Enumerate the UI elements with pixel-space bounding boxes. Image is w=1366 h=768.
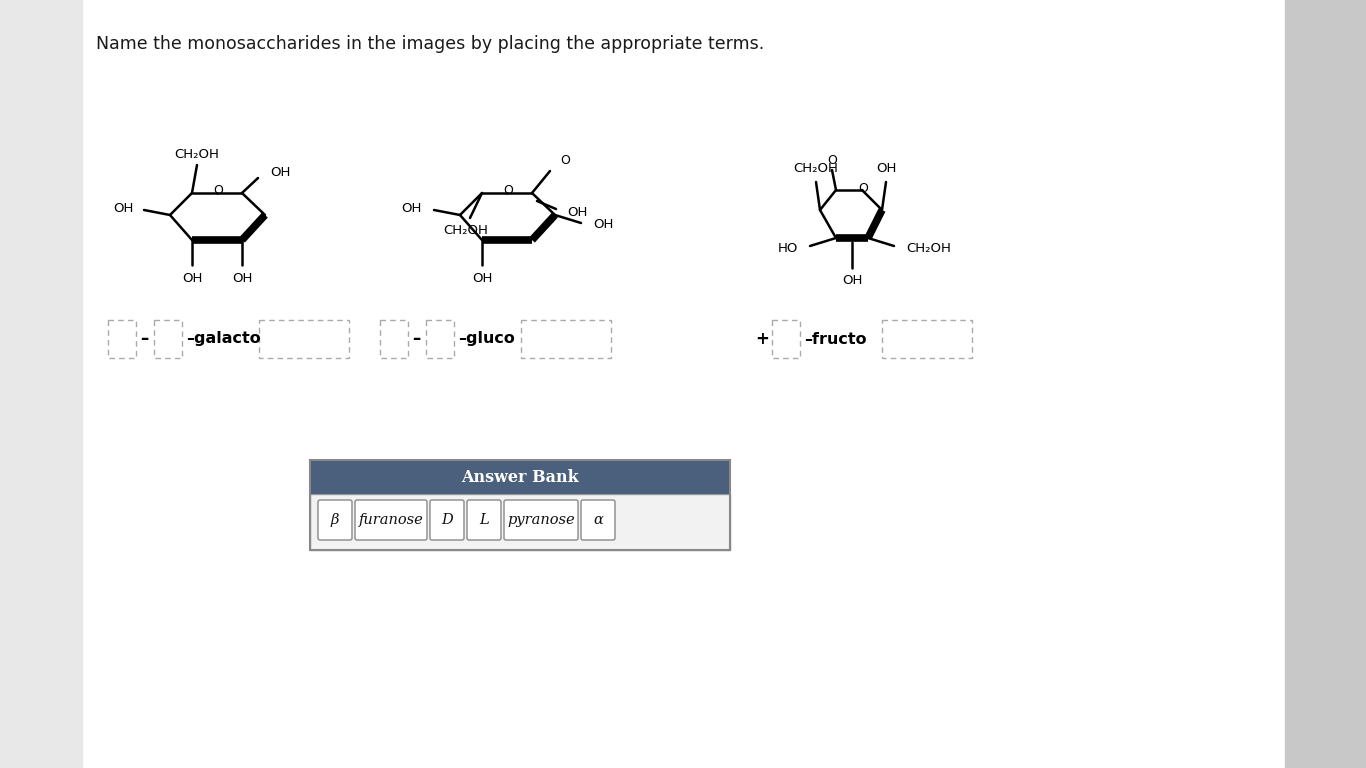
Bar [310,460,729,550]
Text: furanose: furanose [359,513,423,527]
Text: OH: OH [402,201,422,214]
Text: pyranose: pyranose [507,513,575,527]
Text: α: α [593,513,602,527]
Text: β: β [331,513,339,527]
Text: CH₂OH: CH₂OH [444,224,489,237]
Text: –: – [413,330,421,348]
Text: OH: OH [182,272,202,284]
Bar [310,460,729,494]
Bar [426,320,454,358]
FancyBboxPatch shape [355,500,428,540]
Bar [108,320,137,358]
Text: OH: OH [841,274,862,287]
FancyBboxPatch shape [504,500,578,540]
Text: CH₂OH: CH₂OH [175,147,220,161]
Text: OH: OH [876,161,896,174]
Bar [310,494,729,550]
Text: –gluco: –gluco [458,332,515,346]
Text: OH: OH [471,272,492,284]
Text: OH: OH [232,272,253,284]
Text: L: L [479,513,489,527]
Text: HO: HO [777,241,798,254]
Bar [772,320,800,358]
Text: O: O [560,154,570,167]
Text: Answer Bank: Answer Bank [462,468,579,485]
Text: O: O [503,184,514,197]
Bar [260,320,348,358]
Text: O: O [213,184,223,197]
Bar [154,320,182,358]
Bar [1285,0,1366,768]
Text: OH: OH [567,206,587,219]
FancyBboxPatch shape [467,500,501,540]
Bar [520,320,611,358]
Text: O: O [858,181,867,194]
Text: OH: OH [593,219,613,231]
Text: CH₂OH: CH₂OH [794,161,839,174]
FancyBboxPatch shape [318,500,352,540]
Text: Name the monosaccharides in the images by placing the appropriate terms.: Name the monosaccharides in the images b… [96,35,764,53]
Bar [380,320,408,358]
FancyBboxPatch shape [430,500,464,540]
Text: OH: OH [270,167,291,180]
Text: CH₂OH: CH₂OH [906,241,951,254]
Text: –galacto: –galacto [186,332,261,346]
Text: D: D [441,513,454,527]
FancyBboxPatch shape [581,500,615,540]
Text: –: – [139,330,148,348]
Text: OH: OH [113,201,134,214]
Text: –fructo: –fructo [805,332,866,346]
Bar [0,0,82,768]
Text: +: + [755,330,769,348]
Text: O: O [826,154,837,167]
Bar [882,320,973,358]
